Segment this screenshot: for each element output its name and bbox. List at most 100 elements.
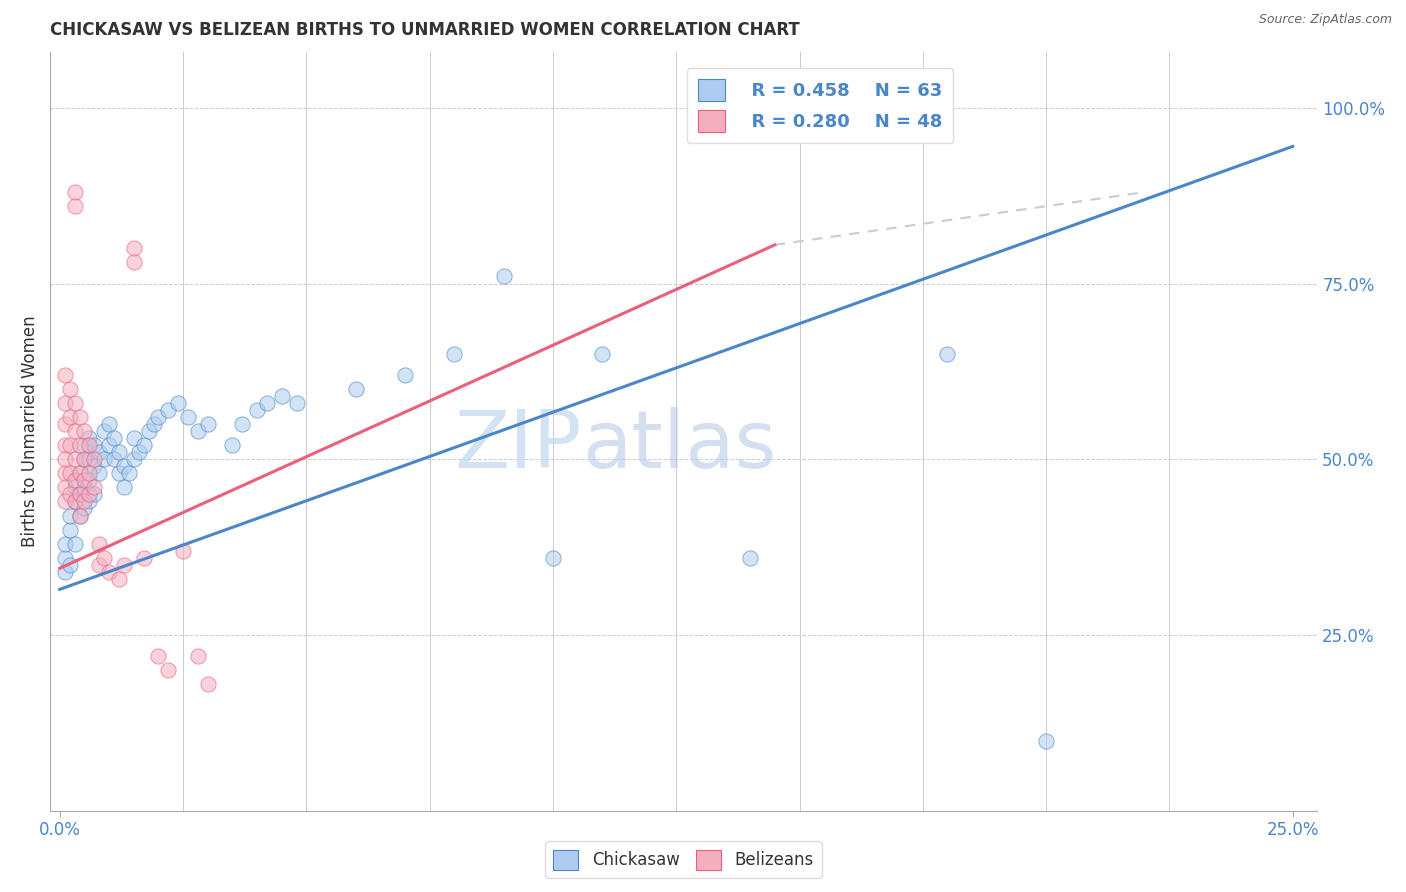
Point bbox=[108, 467, 131, 481]
Point bbox=[177, 410, 200, 425]
Point bbox=[157, 663, 180, 677]
Point bbox=[53, 417, 76, 431]
Point bbox=[83, 459, 105, 474]
Point bbox=[63, 424, 86, 438]
Point bbox=[187, 649, 209, 664]
Point bbox=[93, 424, 115, 438]
Legend: Chickasaw, Belizeans: Chickasaw, Belizeans bbox=[546, 841, 823, 879]
Point bbox=[53, 452, 76, 467]
Point bbox=[112, 480, 135, 494]
Point bbox=[63, 480, 86, 494]
Point bbox=[221, 438, 243, 452]
Point bbox=[122, 255, 145, 269]
Text: Source: ZipAtlas.com: Source: ZipAtlas.com bbox=[1258, 13, 1392, 27]
Point bbox=[73, 474, 96, 488]
Point bbox=[112, 558, 135, 572]
Point bbox=[63, 494, 86, 508]
Point bbox=[138, 424, 160, 438]
Point bbox=[122, 431, 145, 445]
Point bbox=[83, 487, 105, 501]
Point bbox=[63, 396, 86, 410]
Point bbox=[256, 396, 278, 410]
Point bbox=[69, 508, 91, 523]
Point bbox=[103, 431, 125, 445]
Point bbox=[89, 536, 111, 550]
Point bbox=[53, 480, 76, 494]
Point bbox=[157, 403, 180, 417]
Point bbox=[187, 424, 209, 438]
Point bbox=[69, 410, 91, 425]
Point bbox=[53, 368, 76, 382]
Point bbox=[69, 467, 91, 481]
Point bbox=[73, 452, 96, 467]
Point bbox=[59, 467, 82, 481]
Point bbox=[63, 185, 86, 199]
Point bbox=[63, 494, 86, 508]
Point bbox=[69, 487, 91, 501]
Point bbox=[63, 536, 86, 550]
Text: atlas: atlas bbox=[582, 408, 776, 485]
Point bbox=[83, 480, 105, 494]
Point bbox=[63, 199, 86, 213]
Point bbox=[59, 487, 82, 501]
Point bbox=[231, 417, 253, 431]
Point bbox=[53, 550, 76, 565]
Point bbox=[59, 438, 82, 452]
Point bbox=[443, 347, 465, 361]
Point bbox=[79, 431, 101, 445]
Point bbox=[89, 558, 111, 572]
Point bbox=[73, 424, 96, 438]
Point bbox=[93, 550, 115, 565]
Point bbox=[172, 543, 194, 558]
Point bbox=[344, 382, 367, 396]
Point bbox=[53, 536, 76, 550]
Point bbox=[73, 494, 96, 508]
Point bbox=[98, 438, 121, 452]
Point bbox=[197, 417, 219, 431]
Point bbox=[118, 467, 141, 481]
Point bbox=[53, 467, 76, 481]
Point bbox=[79, 474, 101, 488]
Point bbox=[89, 467, 111, 481]
Point bbox=[112, 459, 135, 474]
Point bbox=[132, 438, 155, 452]
Point bbox=[122, 452, 145, 467]
Point bbox=[73, 438, 96, 452]
Point bbox=[93, 452, 115, 467]
Point bbox=[73, 480, 96, 494]
Point bbox=[59, 508, 82, 523]
Point bbox=[59, 523, 82, 537]
Point bbox=[394, 368, 416, 382]
Text: ZIP: ZIP bbox=[456, 408, 582, 485]
Point bbox=[73, 452, 96, 467]
Point bbox=[79, 452, 101, 467]
Point bbox=[53, 396, 76, 410]
Point bbox=[73, 501, 96, 516]
Point bbox=[98, 417, 121, 431]
Point bbox=[59, 410, 82, 425]
Point bbox=[132, 550, 155, 565]
Point bbox=[148, 649, 170, 664]
Point bbox=[89, 445, 111, 459]
Point bbox=[246, 403, 269, 417]
Point bbox=[128, 445, 150, 459]
Point bbox=[103, 452, 125, 467]
Point bbox=[69, 487, 91, 501]
Point bbox=[83, 438, 105, 452]
Point bbox=[541, 550, 564, 565]
Point bbox=[142, 417, 165, 431]
Point bbox=[79, 467, 101, 481]
Point bbox=[69, 508, 91, 523]
Point bbox=[98, 565, 121, 579]
Point bbox=[108, 445, 131, 459]
Point bbox=[108, 572, 131, 586]
Point bbox=[740, 550, 762, 565]
Text: CHICKASAW VS BELIZEAN BIRTHS TO UNMARRIED WOMEN CORRELATION CHART: CHICKASAW VS BELIZEAN BIRTHS TO UNMARRIE… bbox=[51, 21, 800, 39]
Point bbox=[1035, 733, 1057, 747]
Point bbox=[79, 494, 101, 508]
Point bbox=[79, 487, 101, 501]
Point bbox=[59, 382, 82, 396]
Point bbox=[492, 269, 515, 284]
Point bbox=[83, 452, 105, 467]
Y-axis label: Births to Unmarried Women: Births to Unmarried Women bbox=[21, 316, 39, 547]
